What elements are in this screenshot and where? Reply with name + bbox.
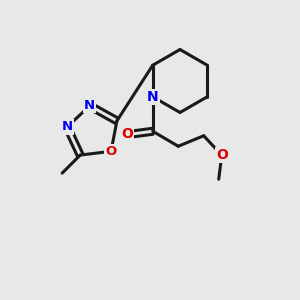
Text: O: O [216,148,228,162]
Text: O: O [105,145,117,158]
Text: N: N [61,121,73,134]
Text: N: N [84,99,95,112]
Text: N: N [147,90,158,104]
Text: O: O [121,127,133,141]
